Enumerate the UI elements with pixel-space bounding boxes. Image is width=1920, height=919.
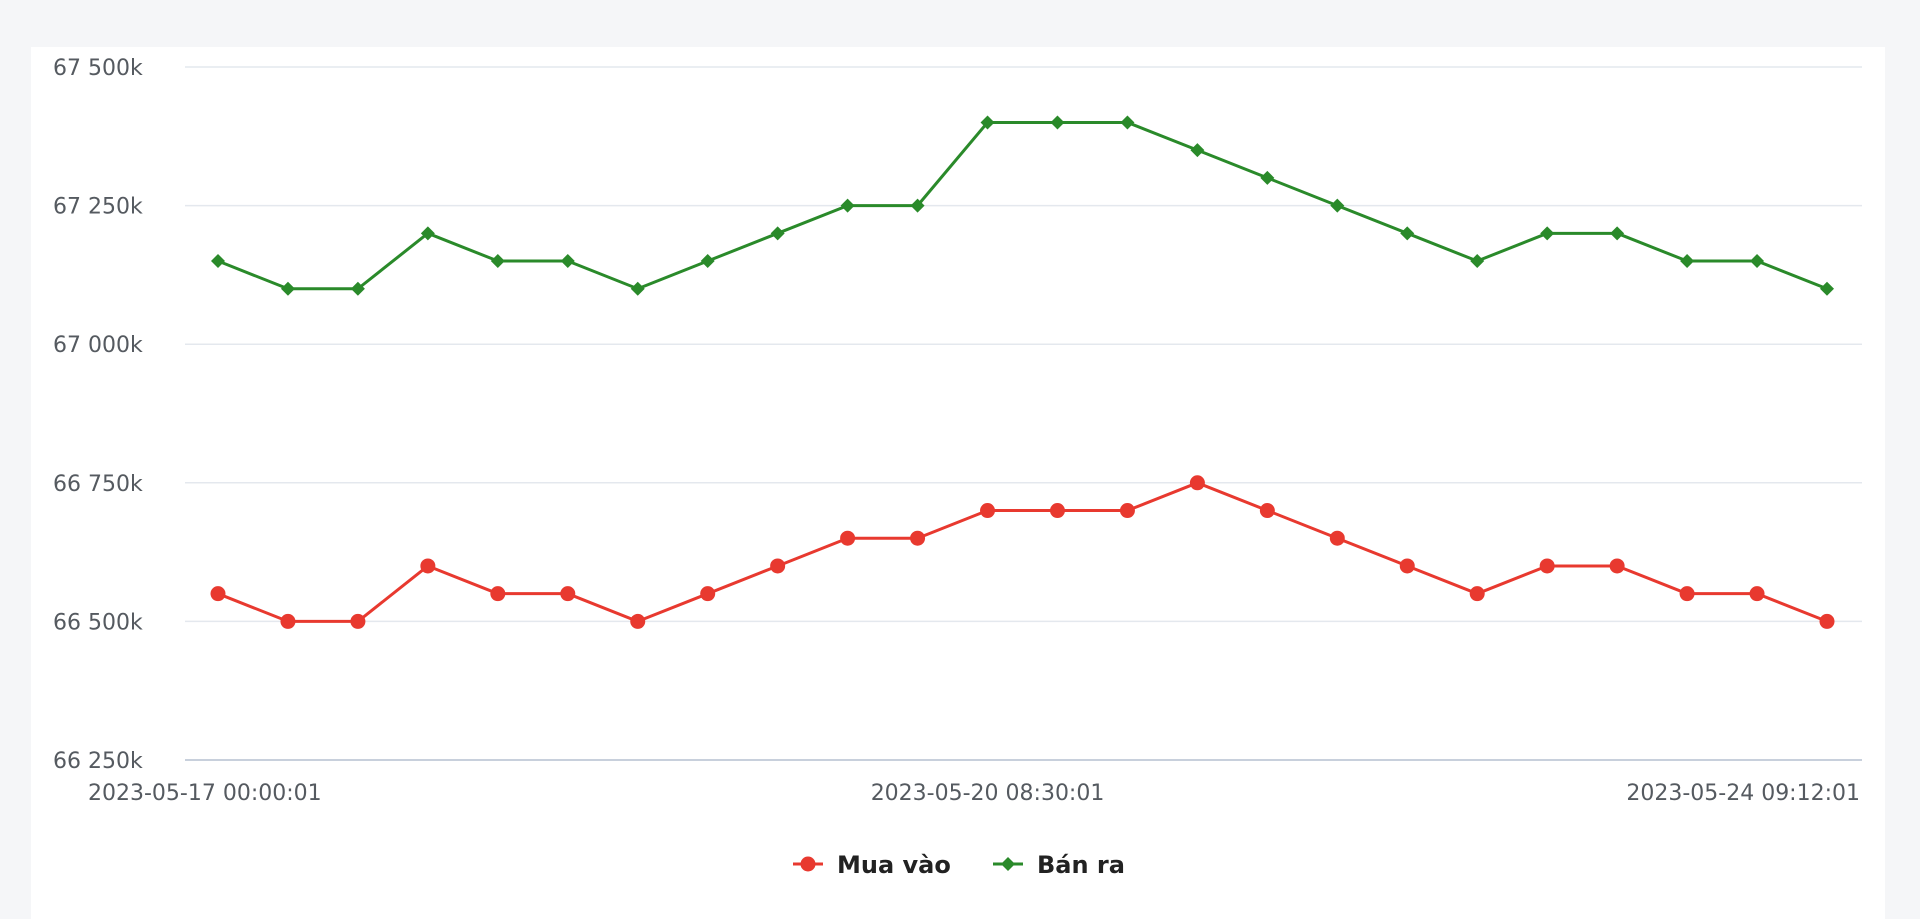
y-tick-label: 66 750k xyxy=(53,472,143,497)
y-tick-label: 67 000k xyxy=(53,333,143,358)
data-point[interactable] xyxy=(980,503,996,519)
legend-label: Mua vào xyxy=(837,851,951,879)
data-point[interactable] xyxy=(420,226,435,241)
data-point[interactable] xyxy=(1119,503,1135,519)
data-point[interactable] xyxy=(1749,586,1765,602)
data-point[interactable] xyxy=(560,586,576,602)
data-point[interactable] xyxy=(490,586,506,602)
data-point[interactable] xyxy=(560,254,575,269)
data-point[interactable] xyxy=(1399,558,1415,574)
x-axis-ticks: 2023-05-17 00:00:01 2023-05-20 08:30:01 20… xyxy=(88,781,1860,806)
data-point[interactable] xyxy=(280,281,295,296)
data-point[interactable] xyxy=(1189,475,1205,491)
data-point[interactable] xyxy=(630,613,646,629)
data-point[interactable] xyxy=(1260,170,1275,185)
data-point[interactable] xyxy=(630,281,645,296)
data-point[interactable] xyxy=(1679,586,1695,602)
data-point[interactable] xyxy=(1539,558,1555,574)
series-mua-vao xyxy=(210,475,1835,629)
data-point[interactable] xyxy=(211,254,225,269)
data-point[interactable] xyxy=(770,226,785,241)
data-point[interactable] xyxy=(1540,226,1555,241)
data-point[interactable] xyxy=(1400,226,1415,241)
data-point[interactable] xyxy=(700,586,716,602)
data-point[interactable] xyxy=(490,254,505,269)
series-line xyxy=(217,481,1828,623)
data-point[interactable] xyxy=(1609,558,1625,574)
data-point[interactable] xyxy=(1469,586,1485,602)
data-point[interactable] xyxy=(280,613,296,629)
series-line xyxy=(217,120,1828,291)
legend-circle-marker-icon xyxy=(800,856,816,872)
data-point[interactable] xyxy=(1259,503,1275,519)
data-point[interactable] xyxy=(770,558,786,574)
data-point[interactable] xyxy=(700,254,715,269)
x-tick-label: 2023-05-20 08:30:01 xyxy=(871,781,1105,806)
series-ban-ra xyxy=(211,115,1834,296)
y-tick-label: 66 500k xyxy=(53,610,143,635)
series-group xyxy=(210,115,1835,629)
data-point[interactable] xyxy=(840,530,856,546)
legend-item-ban-ra[interactable]: Bán ra xyxy=(993,851,1125,879)
data-point[interactable] xyxy=(350,281,365,296)
y-tick-label: 67 250k xyxy=(53,195,143,220)
data-point[interactable] xyxy=(420,558,436,574)
data-point[interactable] xyxy=(1820,281,1834,296)
data-point[interactable] xyxy=(1750,254,1765,269)
data-point[interactable] xyxy=(1819,613,1835,629)
y-tick-label: 67 500k xyxy=(53,56,143,81)
data-point[interactable] xyxy=(1050,115,1065,130)
data-point[interactable] xyxy=(1329,530,1345,546)
y-axis-ticks: 66 250k 66 500k 66 750k 67 000k 67 250k 67 50… xyxy=(53,56,143,774)
data-point[interactable] xyxy=(1049,503,1065,519)
y-tick-label: 66 250k xyxy=(53,749,143,774)
data-point[interactable] xyxy=(210,586,226,602)
data-point[interactable] xyxy=(1190,143,1205,158)
data-point[interactable] xyxy=(980,115,995,130)
data-point[interactable] xyxy=(1610,226,1625,241)
data-point[interactable] xyxy=(910,198,925,213)
data-point[interactable] xyxy=(1680,254,1695,269)
x-tick-label: 2023-05-24 09:12:01 xyxy=(1626,781,1860,806)
grid-lines xyxy=(185,66,1862,761)
legend-diamond-marker-icon xyxy=(1001,857,1015,871)
data-point[interactable] xyxy=(1330,198,1345,213)
data-point[interactable] xyxy=(840,198,855,213)
legend-label: Bán ra xyxy=(1037,851,1125,879)
data-point[interactable] xyxy=(1120,115,1135,130)
x-tick-label: 2023-05-17 00:00:01 xyxy=(88,781,322,806)
legend-item-mua-vao[interactable]: Mua vào xyxy=(793,851,951,879)
data-point[interactable] xyxy=(910,530,926,546)
data-point[interactable] xyxy=(1470,254,1485,269)
data-point[interactable] xyxy=(350,613,366,629)
legend[interactable]: Mua vào Bán ra xyxy=(793,851,1125,879)
